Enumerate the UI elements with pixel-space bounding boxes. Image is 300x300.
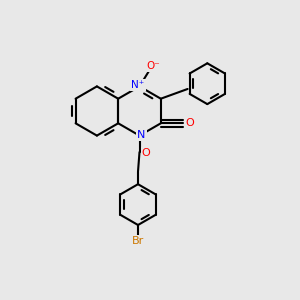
- Text: Br: Br: [132, 236, 144, 247]
- Text: O⁻: O⁻: [146, 61, 160, 71]
- Text: N⁺: N⁺: [131, 80, 145, 90]
- Text: O: O: [185, 118, 194, 128]
- Text: N: N: [137, 130, 146, 140]
- Text: O: O: [142, 148, 151, 158]
